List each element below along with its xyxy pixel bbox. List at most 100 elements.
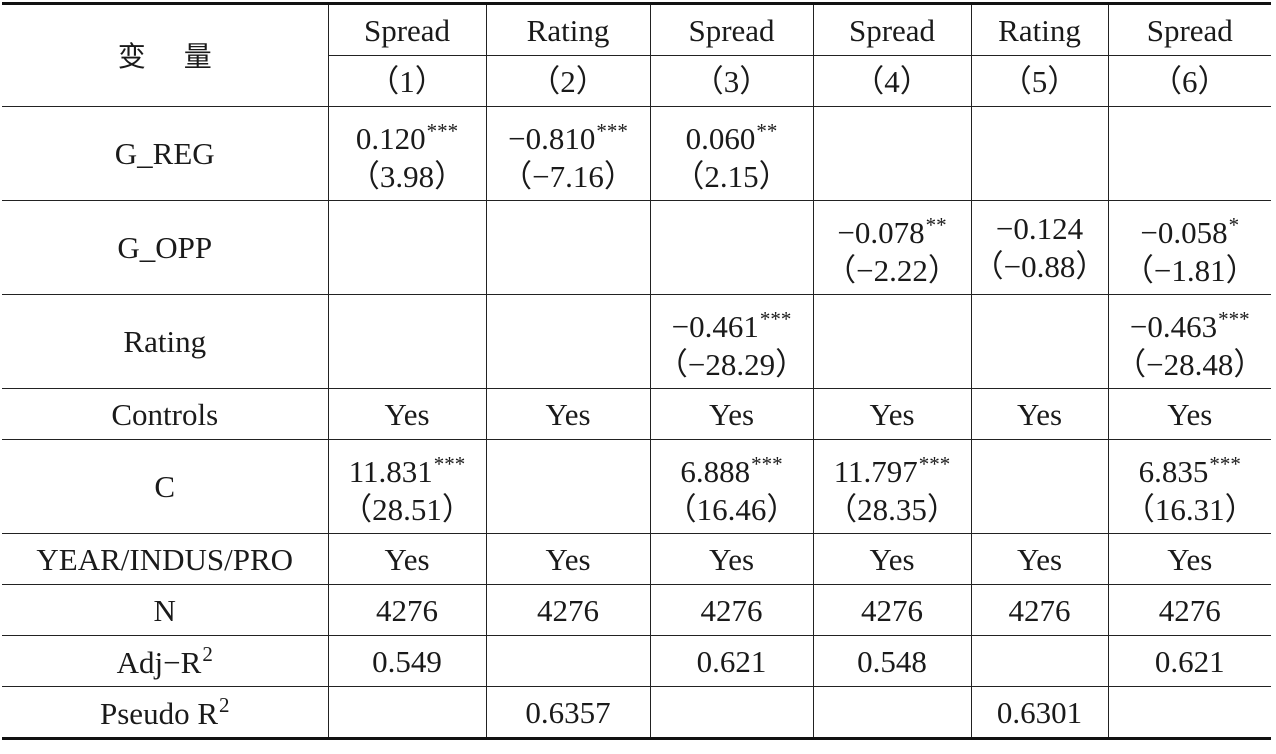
value-cell: 0.621 [1107, 635, 1271, 687]
coefficient-line: −0.124 [972, 210, 1107, 248]
estimate-cell: −0.463*** （−28.48） [1107, 294, 1271, 389]
coefficient-line: 0.120*** [329, 112, 485, 158]
significance-stars: ** [925, 212, 947, 237]
coefficient-line: 6.835*** [1109, 445, 1271, 491]
value-cell [327, 686, 487, 740]
estimate-cell [970, 294, 1109, 389]
row-adj-r2: Adj−R2 0.549 0.621 0.548 0.621 [2, 635, 1271, 687]
value-cell: 4276 [1107, 584, 1271, 636]
model-number-header: （3） [649, 55, 814, 107]
value-cell: Yes [970, 388, 1109, 440]
significance-stars: *** [1209, 451, 1241, 476]
value-cell: Yes [327, 533, 487, 585]
significance-stars: *** [918, 451, 951, 476]
estimate-cell: 6.888*** （16.46） [649, 439, 814, 534]
significance-stars: *** [751, 451, 783, 476]
significance-stars: ** [756, 118, 778, 143]
value-cell: Yes [812, 388, 972, 440]
significance-stars: * [1228, 212, 1240, 237]
corner-header-cell: 变量 [2, 2, 329, 107]
t-statistic: （28.35） [826, 491, 958, 527]
value-cell: 4276 [327, 584, 487, 636]
t-statistic: （2.15） [673, 158, 790, 194]
row-label-cell: Controls [2, 388, 329, 440]
estimate-cell [327, 200, 487, 295]
row-label-cell: G_REG [2, 106, 329, 201]
variable-header-label: 变量 [117, 40, 250, 73]
coefficient-value: 11.831 [348, 453, 433, 489]
t-statistic: （16.46） [665, 491, 798, 527]
model-number-header: （2） [485, 55, 651, 107]
estimate-cell [1107, 106, 1271, 201]
coefficient-value: −0.058 [1140, 214, 1228, 250]
t-statistic: （3.98） [348, 158, 466, 194]
value-cell: 0.6357 [485, 686, 651, 740]
row-label-cell: Adj−R2 [2, 635, 329, 687]
coefficient-line: 11.797*** [814, 445, 970, 491]
estimate-cell [327, 294, 487, 389]
significance-stars: *** [596, 118, 628, 143]
t-statistic: （−7.16） [501, 158, 635, 194]
coefficient-line: 0.060** [651, 112, 812, 158]
value-cell: 4276 [970, 584, 1109, 636]
row-label-cell: G_OPP [2, 200, 329, 295]
estimate-cell: −0.078** （−2.22） [812, 200, 972, 295]
estimate-cell: −0.058* （−1.81） [1107, 200, 1271, 295]
estimate-cell [649, 200, 814, 295]
value-cell: Yes [1107, 533, 1271, 585]
row-label-cell: N [2, 584, 329, 636]
coefficient-value: 0.060 [685, 120, 756, 156]
estimate-cell: 11.797*** （28.35） [812, 439, 972, 534]
value-cell: Yes [812, 533, 972, 585]
header-row-dependent-variables: 变量 Spread Rating Spread Spread Rating Sp… [2, 2, 1271, 107]
row-label: G_REG [114, 136, 215, 171]
value-cell: Yes [649, 388, 814, 440]
row-n: N 4276 4276 4276 4276 4276 4276 [2, 584, 1271, 636]
row-label: YEAR/INDUS/PRO [36, 541, 294, 577]
row-fixed-effects: YEAR/INDUS/PRO Yes Yes Yes Yes Yes Yes [2, 533, 1271, 585]
dep-var-header: Rating [485, 2, 651, 56]
coefficient-value: −0.810 [508, 120, 596, 156]
significance-stars: *** [759, 306, 792, 331]
row-label: Controls [111, 396, 219, 432]
t-statistic: （−1.81） [1122, 252, 1257, 288]
row-g-reg: G_REG 0.120*** （3.98） −0.810*** （−7.16） 0.060… [2, 106, 1271, 201]
t-statistic: （−2.22） [825, 252, 959, 288]
estimate-cell: 0.060** （2.15） [649, 106, 814, 201]
value-cell: 0.621 [649, 635, 814, 687]
model-number-header: （6） [1107, 55, 1271, 107]
coefficient-value: 11.797 [833, 453, 918, 489]
coefficient-value: −0.078 [837, 214, 925, 250]
value-cell [970, 635, 1109, 687]
regression-table: 变量 Spread Rating Spread Spread Rating Sp… [2, 2, 1271, 740]
coefficient-line: −0.058* [1109, 206, 1271, 252]
dep-var-header: Spread [1107, 2, 1271, 56]
dep-var-header: Spread [649, 2, 814, 56]
estimate-cell [970, 439, 1109, 534]
value-cell [812, 686, 972, 740]
row-controls: Controls Yes Yes Yes Yes Yes Yes [2, 388, 1271, 440]
value-cell: 0.548 [812, 635, 972, 687]
estimate-cell [485, 439, 651, 534]
estimate-cell [812, 294, 972, 389]
value-cell: 0.6301 [970, 686, 1109, 740]
coefficient-line: 11.831*** [329, 445, 485, 491]
significance-stars: *** [433, 451, 466, 476]
coefficient-value: 6.888 [680, 453, 751, 489]
coefficient-value: −0.463 [1129, 308, 1218, 344]
t-statistic: （28.51） [341, 491, 473, 527]
value-cell [485, 635, 651, 687]
estimate-cell: 0.120*** （3.98） [327, 106, 487, 201]
coefficient-line: −0.078** [814, 206, 970, 252]
value-cell: Yes [970, 533, 1109, 585]
coefficient-line: −0.461*** [651, 300, 812, 346]
estimate-cell: 11.831*** （28.51） [327, 439, 487, 534]
coefficient-line: −0.463*** [1109, 300, 1271, 346]
coefficient-value: 6.835 [1138, 453, 1209, 489]
row-label-cell: YEAR/INDUS/PRO [2, 533, 329, 585]
estimate-cell [485, 200, 651, 295]
row-constant: C 11.831*** （28.51） 6.888*** （16.46） 11.797**… [2, 439, 1271, 534]
estimate-cell [812, 106, 972, 201]
row-label-cell: C [2, 439, 329, 534]
